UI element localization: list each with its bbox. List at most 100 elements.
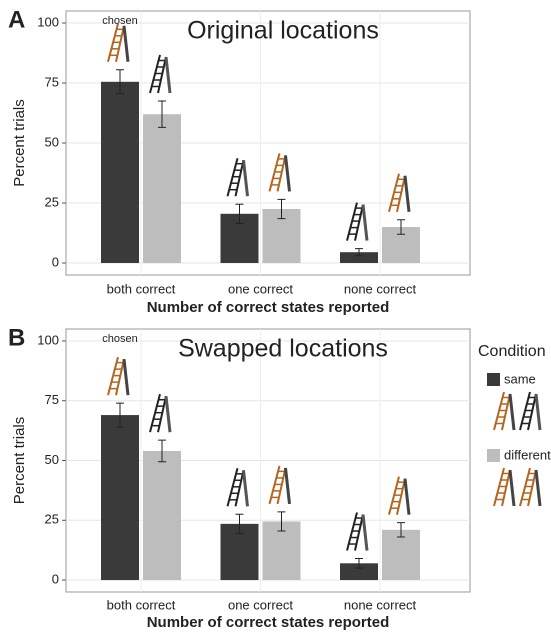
ladder-icon xyxy=(346,512,369,551)
legend-swatch xyxy=(487,373,500,386)
ladder-icon xyxy=(388,173,411,213)
ladder-icon xyxy=(226,157,249,197)
y-tick-label: 25 xyxy=(45,512,59,527)
ladder-rail xyxy=(346,202,358,241)
y-axis-title: Percent trials xyxy=(11,417,28,505)
y-tick-label: 0 xyxy=(52,254,59,269)
error-bar xyxy=(397,522,405,538)
ladder-icon xyxy=(226,468,249,507)
x-tick-label: none correct xyxy=(344,281,417,296)
ladder-back xyxy=(242,160,249,197)
error-bar xyxy=(235,513,244,534)
ladder-rail xyxy=(388,173,400,213)
y-tick-label: 50 xyxy=(45,134,59,149)
legend-swatch xyxy=(487,449,500,462)
ladder-back xyxy=(534,469,542,507)
legend-label: different xyxy=(504,447,551,462)
ladder-back xyxy=(361,514,369,551)
ladder-icon xyxy=(268,465,291,505)
error-bar xyxy=(355,558,363,569)
x-axis-title: Number of correct states reported xyxy=(147,614,390,631)
error-bar xyxy=(158,439,166,463)
ladder-back xyxy=(508,469,516,507)
bar xyxy=(340,563,378,581)
ladder-rail xyxy=(519,391,531,431)
ladder-rail xyxy=(107,356,119,396)
ladder-rail xyxy=(226,157,239,197)
ladder-rail xyxy=(107,23,119,63)
ladder-back xyxy=(361,204,369,241)
y-tick-label: 75 xyxy=(45,74,59,89)
x-tick-label: none correct xyxy=(344,597,417,612)
ladder-rail xyxy=(493,467,505,507)
x-tick-label: both correct xyxy=(107,281,176,296)
ladder-rail xyxy=(501,393,511,431)
ladder-icon xyxy=(149,54,172,94)
y-tick-label: 75 xyxy=(45,392,59,407)
y-tick-label: 100 xyxy=(37,14,59,29)
ladder-icon xyxy=(519,467,542,507)
panel-label: A xyxy=(8,6,25,33)
annotation: chosen xyxy=(102,15,137,27)
error-bar xyxy=(116,69,124,95)
ladder-rail xyxy=(149,54,161,94)
bar xyxy=(143,114,181,263)
ladder-back xyxy=(122,25,130,62)
ladder-icon xyxy=(149,393,172,433)
error-bar xyxy=(277,198,286,220)
x-tick-label: one correct xyxy=(228,281,293,296)
x-tick-label: one correct xyxy=(228,597,293,612)
ladder-rail xyxy=(268,153,281,192)
chart-title: Swapped locations xyxy=(178,335,388,363)
bar xyxy=(101,81,139,263)
bar xyxy=(101,415,139,581)
ladder-rail xyxy=(388,476,400,515)
panel-label: B xyxy=(8,324,25,351)
x-axis-title: Number of correct states reported xyxy=(147,299,390,316)
error-bar xyxy=(355,248,363,257)
ladder-back xyxy=(284,467,291,505)
y-tick-label: 0 xyxy=(52,571,59,586)
ladder-back xyxy=(122,358,130,396)
ladder-rail xyxy=(226,468,239,507)
chart-title: Original locations xyxy=(187,17,379,45)
ladder-rail xyxy=(149,393,161,433)
ladder-back xyxy=(164,56,172,94)
ladder-icon xyxy=(346,202,369,241)
ladder-icon xyxy=(493,467,516,507)
annotation: chosen xyxy=(102,333,137,345)
error-bar xyxy=(116,402,124,428)
ladder-back xyxy=(242,470,249,507)
error-bar xyxy=(235,203,244,224)
y-axis-title: Percent trials xyxy=(11,99,28,187)
ladder-back xyxy=(403,175,411,212)
ladder-icon xyxy=(268,153,291,192)
y-tick-label: 25 xyxy=(45,194,59,209)
y-tick-label: 50 xyxy=(45,452,59,467)
ladder-rail xyxy=(527,393,537,431)
ladder-icon xyxy=(519,391,542,431)
ladder-back xyxy=(164,396,172,433)
ladder-back xyxy=(508,393,516,431)
ladder-icon xyxy=(388,476,411,515)
ladder-back xyxy=(403,478,411,515)
bar xyxy=(143,450,181,581)
ladder-rail xyxy=(268,465,281,505)
ladder-rail xyxy=(346,512,358,551)
ladder-rail xyxy=(519,467,531,507)
ladder-back xyxy=(534,393,542,431)
bar xyxy=(382,529,420,581)
legend-label: same xyxy=(504,371,536,386)
ladder-icon xyxy=(107,23,130,63)
y-tick-label: 100 xyxy=(37,332,59,347)
error-bar xyxy=(397,219,405,235)
error-bar xyxy=(158,100,166,128)
ladder-icon xyxy=(493,391,516,431)
ladder-icon xyxy=(107,356,130,396)
ladder-rail xyxy=(527,469,537,507)
error-bar xyxy=(277,511,286,532)
ladder-rail xyxy=(501,469,511,507)
bar xyxy=(340,252,378,263)
ladder-back xyxy=(284,155,291,192)
